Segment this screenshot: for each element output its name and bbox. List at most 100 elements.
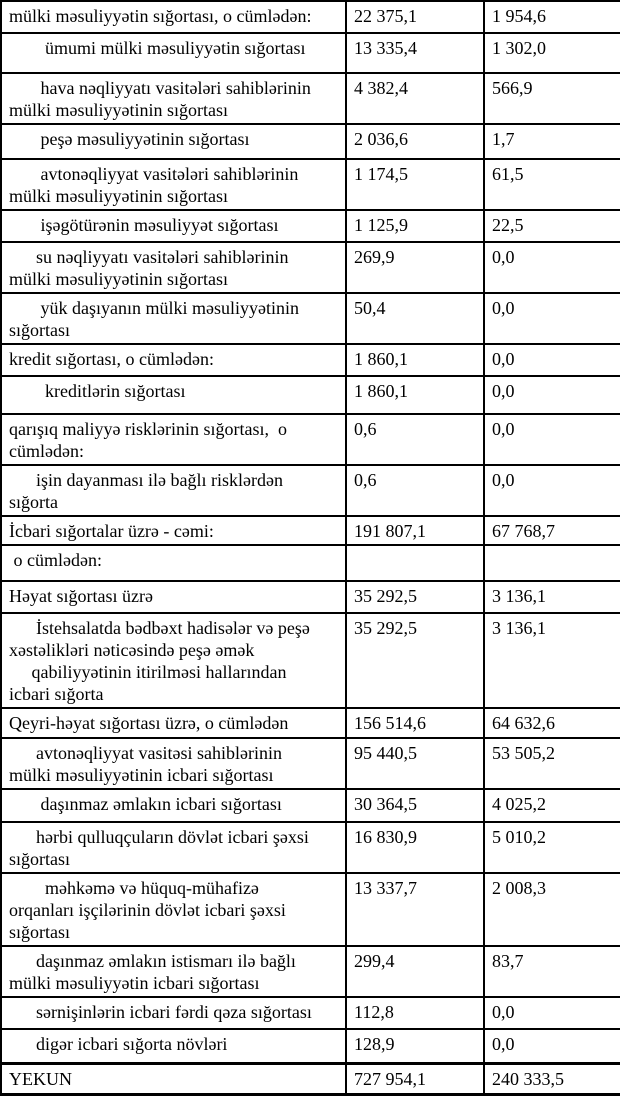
row-label: işəgötürənin məsuliyyət sığortası	[0, 209, 347, 243]
row-value-2: 0,0	[483, 1028, 620, 1064]
row-value-2	[483, 544, 620, 582]
row-value-1: 1 860,1	[345, 375, 485, 415]
row-value-2: 1,7	[483, 123, 620, 160]
table-row: kredit sığortası, o cümlədən: 1 860,1 0,…	[0, 343, 620, 377]
row-value-1: 128,9	[345, 1028, 485, 1064]
row-value-2: 0,0	[483, 241, 620, 294]
row-label: peşə məsuliyyətinin sığortası	[0, 123, 347, 160]
row-value-2: 53 505,2	[483, 737, 620, 790]
row-label: YEKUN	[0, 1061, 347, 1096]
row-label: yük daşıyanın mülki məsuliyyətinin sığor…	[0, 292, 347, 345]
row-value-1: 16 830,9	[345, 821, 485, 874]
row-value-1: 13 335,4	[345, 32, 485, 74]
table-row: yük daşıyanın mülki məsuliyyətinin sığor…	[0, 292, 620, 345]
row-value-2: 0,0	[483, 343, 620, 377]
row-value-1: 35 292,5	[345, 612, 485, 709]
table-row: İstehsalatda bədbəxt hadisələr və peşə x…	[0, 612, 620, 709]
table-row: ümumi mülki məsuliyyətin sığortası 13 33…	[0, 32, 620, 74]
row-label: avtonəqliyyat vasitəsi sahiblərinin mülk…	[0, 737, 347, 790]
table-row: hərbi qulluqçuların dövlət icbari şəxsi …	[0, 821, 620, 874]
row-value-1: 95 440,5	[345, 737, 485, 790]
table-row: hava nəqliyyatı vasitələri sahiblərinin …	[0, 72, 620, 125]
row-value-1: 156 514,6	[345, 707, 485, 739]
row-value-2: 1 302,0	[483, 32, 620, 74]
row-value-2: 0,0	[483, 996, 620, 1030]
row-label: İstehsalatda bədbəxt hadisələr və peşə x…	[0, 612, 347, 709]
row-value-1: 112,8	[345, 996, 485, 1030]
table-row: o cümlədən:	[0, 544, 620, 582]
row-label: digər icbari sığorta növləri	[0, 1028, 347, 1064]
row-label: Həyat sığortası üzrə	[0, 580, 347, 614]
row-label: mülki məsuliyyətin sığortası, o cümlədən…	[0, 0, 347, 34]
row-value-1: 727 954,1	[345, 1061, 485, 1096]
row-label: hərbi qulluqçuların dövlət icbari şəxsi …	[0, 821, 347, 874]
table-row: İcbari sığortalar üzrə - cəmi: 191 807,1…	[0, 515, 620, 546]
table-row: mülki məsuliyyətin sığortası, o cümlədən…	[0, 0, 620, 34]
row-label: Qeyri-həyat sığortası üzrə, o cümlədən	[0, 707, 347, 739]
table-row: sərnişinlərin icbari fərdi qəza sığortas…	[0, 996, 620, 1030]
row-value-2: 0,0	[483, 292, 620, 345]
row-value-2: 61,5	[483, 158, 620, 211]
row-value-2: 0,0	[483, 464, 620, 517]
row-value-1: 35 292,5	[345, 580, 485, 614]
row-value-1: 299,4	[345, 945, 485, 998]
table-row: avtonəqliyyat vasitələri sahiblərinin mü…	[0, 158, 620, 211]
row-label: məhkəmə və hüquq-mühafizə orqanları işçi…	[0, 872, 347, 947]
row-value-2: 64 632,6	[483, 707, 620, 739]
row-value-2: 83,7	[483, 945, 620, 998]
row-value-1: 191 807,1	[345, 515, 485, 546]
row-label: daşınmaz əmlakın icbari sığortası	[0, 788, 347, 823]
row-label: işin dayanması ilə bağlı risklərdən sığo…	[0, 464, 347, 517]
row-value-1: 30 364,5	[345, 788, 485, 823]
table-row: işin dayanması ilə bağlı risklərdən sığo…	[0, 464, 620, 517]
row-value-1: 1 174,5	[345, 158, 485, 211]
row-value-1	[345, 544, 485, 582]
row-label: İcbari sığortalar üzrə - cəmi:	[0, 515, 347, 546]
row-value-1: 1 860,1	[345, 343, 485, 377]
row-label: avtonəqliyyat vasitələri sahiblərinin mü…	[0, 158, 347, 211]
row-value-1: 1 125,9	[345, 209, 485, 243]
table-row: Qeyri-həyat sığortası üzrə, o cümlədən 1…	[0, 707, 620, 739]
row-value-2: 566,9	[483, 72, 620, 125]
row-label: kreditlərin sığortası	[0, 375, 347, 415]
row-value-2: 4 025,2	[483, 788, 620, 823]
table-row: işəgötürənin məsuliyyət sığortası 1 125,…	[0, 209, 620, 243]
row-value-2: 0,0	[483, 375, 620, 415]
row-label: qarışıq maliyyə risklərinin sığortası, o…	[0, 413, 347, 466]
row-value-2: 3 136,1	[483, 580, 620, 614]
row-value-2: 2 008,3	[483, 872, 620, 947]
row-label: o cümlədən:	[0, 544, 347, 582]
table-row: daşınmaz əmlakın istismarı ilə bağlı mül…	[0, 945, 620, 998]
row-value-2: 22,5	[483, 209, 620, 243]
row-value-2: 0,0	[483, 413, 620, 466]
table-row: daşınmaz əmlakın icbari sığortası 30 364…	[0, 788, 620, 823]
row-label: ümumi mülki məsuliyyətin sığortası	[0, 32, 347, 74]
row-value-1: 4 382,4	[345, 72, 485, 125]
row-value-1: 13 337,7	[345, 872, 485, 947]
table-row: peşə məsuliyyətinin sığortası 2 036,6 1,…	[0, 123, 620, 160]
table-row: su nəqliyyatı vasitələri sahiblərinin mü…	[0, 241, 620, 294]
row-label: kredit sığortası, o cümlədən:	[0, 343, 347, 377]
row-value-2: 5 010,2	[483, 821, 620, 874]
row-value-1: 0,6	[345, 464, 485, 517]
row-value-1: 50,4	[345, 292, 485, 345]
table-row: YEKUN 727 954,1 240 333,5	[0, 1061, 620, 1096]
row-label: su nəqliyyatı vasitələri sahiblərinin mü…	[0, 241, 347, 294]
row-value-1: 269,9	[345, 241, 485, 294]
row-value-2: 240 333,5	[483, 1061, 620, 1096]
table-row: qarışıq maliyyə risklərinin sığortası, o…	[0, 413, 620, 466]
row-label: sərnişinlərin icbari fərdi qəza sığortas…	[0, 996, 347, 1030]
row-value-2: 67 768,7	[483, 515, 620, 546]
row-value-1: 22 375,1	[345, 0, 485, 34]
table-row: məhkəmə və hüquq-mühafizə orqanları işçi…	[0, 872, 620, 947]
table-row: Həyat sığortası üzrə 35 292,5 3 136,1	[0, 580, 620, 614]
row-value-2: 1 954,6	[483, 0, 620, 34]
table-row: kreditlərin sığortası 1 860,1 0,0	[0, 375, 620, 415]
row-value-1: 0,6	[345, 413, 485, 466]
row-value-1: 2 036,6	[345, 123, 485, 160]
table-row: avtonəqliyyat vasitəsi sahiblərinin mülk…	[0, 737, 620, 790]
row-label: daşınmaz əmlakın istismarı ilə bağlı mül…	[0, 945, 347, 998]
